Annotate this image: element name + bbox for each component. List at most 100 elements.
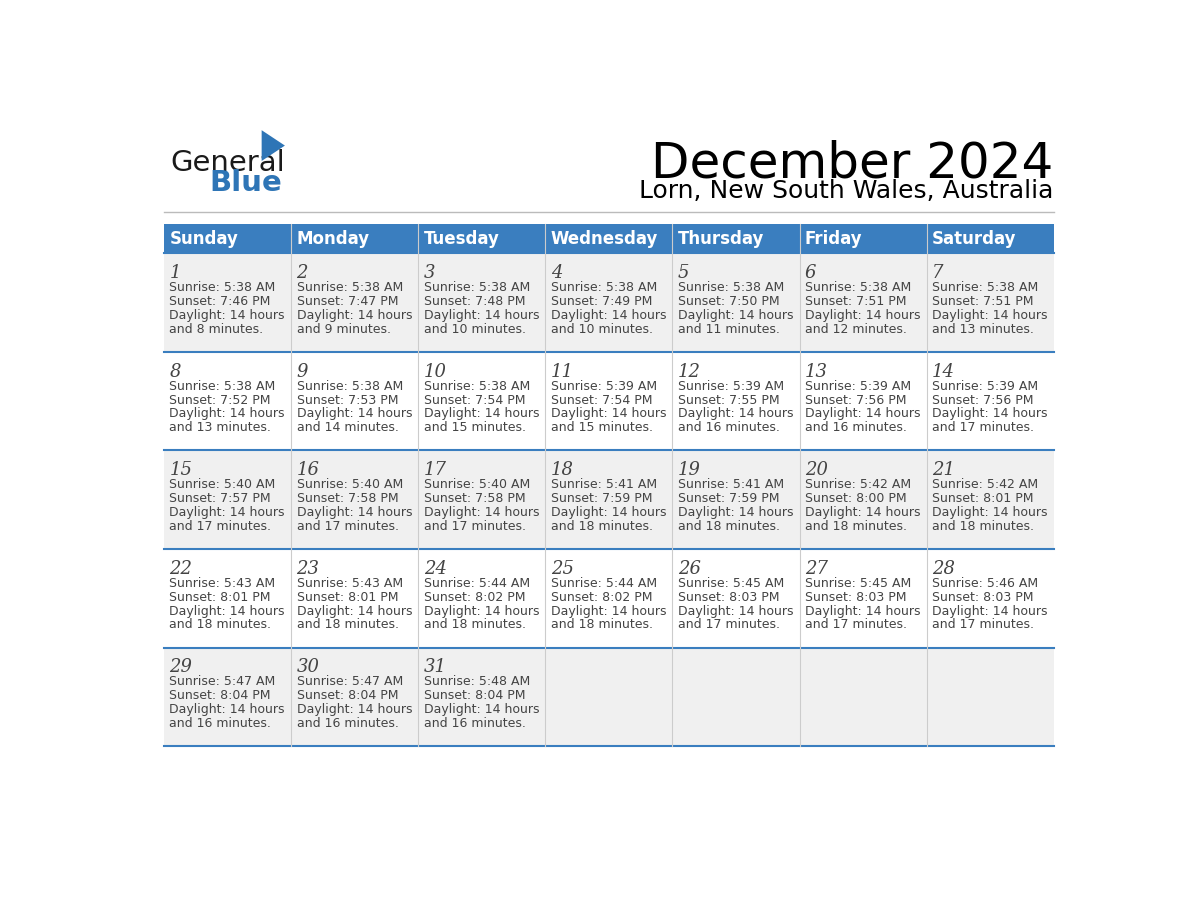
Text: Daylight: 14 hours: Daylight: 14 hours (424, 308, 539, 322)
Text: Sunrise: 5:42 AM: Sunrise: 5:42 AM (805, 478, 911, 491)
Text: Sunset: 8:00 PM: Sunset: 8:00 PM (805, 492, 906, 505)
Text: 13: 13 (805, 363, 828, 381)
Text: and 18 minutes.: and 18 minutes. (678, 520, 779, 532)
Bar (164, 352, 1054, 451)
Text: Sunrise: 5:38 AM: Sunrise: 5:38 AM (170, 281, 276, 294)
Text: and 11 minutes.: and 11 minutes. (678, 323, 779, 336)
Text: 18: 18 (551, 461, 574, 479)
Text: Sunset: 7:47 PM: Sunset: 7:47 PM (297, 295, 398, 308)
Text: Daylight: 14 hours: Daylight: 14 hours (424, 506, 539, 519)
Text: and 15 minutes.: and 15 minutes. (551, 421, 652, 434)
Text: Daylight: 14 hours: Daylight: 14 hours (551, 604, 666, 618)
Text: 21: 21 (933, 461, 955, 479)
Text: Sunrise: 5:40 AM: Sunrise: 5:40 AM (170, 478, 276, 491)
Text: Daylight: 14 hours: Daylight: 14 hours (170, 604, 285, 618)
Text: 29: 29 (170, 658, 192, 677)
Text: Sunset: 7:50 PM: Sunset: 7:50 PM (678, 295, 779, 308)
Text: Sunset: 8:02 PM: Sunset: 8:02 PM (551, 590, 652, 604)
Text: Sunset: 8:01 PM: Sunset: 8:01 PM (297, 590, 398, 604)
Text: Sunrise: 5:38 AM: Sunrise: 5:38 AM (297, 281, 403, 294)
Text: Daylight: 14 hours: Daylight: 14 hours (297, 408, 412, 420)
Text: 7: 7 (933, 264, 943, 282)
Text: Sunrise: 5:38 AM: Sunrise: 5:38 AM (678, 281, 784, 294)
Text: 28: 28 (933, 560, 955, 577)
Text: Sunset: 7:46 PM: Sunset: 7:46 PM (170, 295, 271, 308)
Text: Sunrise: 5:38 AM: Sunrise: 5:38 AM (424, 380, 530, 393)
Text: 31: 31 (424, 658, 447, 677)
Text: 3: 3 (424, 264, 435, 282)
Text: and 10 minutes.: and 10 minutes. (424, 323, 525, 336)
Text: Sunrise: 5:39 AM: Sunrise: 5:39 AM (933, 380, 1038, 393)
Text: Daylight: 14 hours: Daylight: 14 hours (933, 506, 1048, 519)
Text: and 18 minutes.: and 18 minutes. (933, 520, 1034, 532)
Text: and 13 minutes.: and 13 minutes. (933, 323, 1034, 336)
Text: Thursday: Thursday (678, 230, 764, 248)
Text: and 18 minutes.: and 18 minutes. (551, 520, 652, 532)
Text: and 18 minutes.: and 18 minutes. (297, 619, 398, 632)
Text: Sunset: 8:04 PM: Sunset: 8:04 PM (170, 689, 271, 702)
Text: Sunrise: 5:38 AM: Sunrise: 5:38 AM (170, 380, 276, 393)
Text: Sunset: 7:48 PM: Sunset: 7:48 PM (424, 295, 525, 308)
Text: 6: 6 (805, 264, 816, 282)
Text: Sunset: 7:52 PM: Sunset: 7:52 PM (170, 394, 271, 407)
Text: 22: 22 (170, 560, 192, 577)
Text: Sunrise: 5:38 AM: Sunrise: 5:38 AM (551, 281, 657, 294)
Text: Sunrise: 5:38 AM: Sunrise: 5:38 AM (297, 380, 403, 393)
Text: Sunset: 8:03 PM: Sunset: 8:03 PM (678, 590, 779, 604)
Text: Daylight: 14 hours: Daylight: 14 hours (297, 308, 412, 322)
Text: Lorn, New South Wales, Australia: Lorn, New South Wales, Australia (639, 179, 1054, 204)
Text: Daylight: 14 hours: Daylight: 14 hours (424, 604, 539, 618)
Polygon shape (261, 130, 285, 161)
Text: General: General (170, 149, 285, 176)
Text: Sunrise: 5:38 AM: Sunrise: 5:38 AM (933, 281, 1038, 294)
Text: Daylight: 14 hours: Daylight: 14 hours (170, 408, 285, 420)
Text: and 16 minutes.: and 16 minutes. (424, 717, 525, 730)
Text: and 10 minutes.: and 10 minutes. (551, 323, 652, 336)
Text: Daylight: 14 hours: Daylight: 14 hours (551, 408, 666, 420)
Text: 24: 24 (424, 560, 447, 577)
Text: Sunset: 8:03 PM: Sunset: 8:03 PM (933, 590, 1034, 604)
Text: Sunrise: 5:45 AM: Sunrise: 5:45 AM (678, 577, 784, 589)
Text: and 13 minutes.: and 13 minutes. (170, 421, 271, 434)
Text: Sunrise: 5:40 AM: Sunrise: 5:40 AM (297, 478, 403, 491)
Text: Sunrise: 5:39 AM: Sunrise: 5:39 AM (805, 380, 911, 393)
Text: Blue: Blue (209, 169, 282, 196)
Text: Sunrise: 5:48 AM: Sunrise: 5:48 AM (424, 676, 530, 688)
Text: Daylight: 14 hours: Daylight: 14 hours (805, 308, 921, 322)
Text: Daylight: 14 hours: Daylight: 14 hours (933, 604, 1048, 618)
Text: Daylight: 14 hours: Daylight: 14 hours (170, 703, 285, 716)
Text: Sunset: 8:04 PM: Sunset: 8:04 PM (424, 689, 525, 702)
Text: and 16 minutes.: and 16 minutes. (170, 717, 271, 730)
Text: Sunrise: 5:39 AM: Sunrise: 5:39 AM (551, 380, 657, 393)
Text: and 16 minutes.: and 16 minutes. (678, 421, 779, 434)
Text: Sunset: 8:03 PM: Sunset: 8:03 PM (805, 590, 906, 604)
Text: Sunset: 7:49 PM: Sunset: 7:49 PM (551, 295, 652, 308)
Text: 8: 8 (170, 363, 181, 381)
Text: Daylight: 14 hours: Daylight: 14 hours (297, 506, 412, 519)
Text: and 18 minutes.: and 18 minutes. (805, 520, 906, 532)
Text: Tuesday: Tuesday (424, 230, 499, 248)
Text: Daylight: 14 hours: Daylight: 14 hours (424, 408, 539, 420)
Text: Sunset: 7:59 PM: Sunset: 7:59 PM (551, 492, 652, 505)
Text: Wednesday: Wednesday (551, 230, 658, 248)
Text: Sunrise: 5:40 AM: Sunrise: 5:40 AM (424, 478, 530, 491)
Text: Daylight: 14 hours: Daylight: 14 hours (678, 308, 794, 322)
Text: December 2024: December 2024 (651, 140, 1054, 187)
Text: 30: 30 (297, 658, 320, 677)
Bar (164, 549, 1054, 647)
Bar (164, 253, 1054, 352)
Text: 4: 4 (551, 264, 562, 282)
Text: 17: 17 (424, 461, 447, 479)
Text: and 9 minutes.: and 9 minutes. (297, 323, 391, 336)
Text: Sunrise: 5:43 AM: Sunrise: 5:43 AM (297, 577, 403, 589)
Text: 15: 15 (170, 461, 192, 479)
Text: Sunset: 7:53 PM: Sunset: 7:53 PM (297, 394, 398, 407)
Text: 9: 9 (297, 363, 308, 381)
Text: 12: 12 (678, 363, 701, 381)
Text: Sunset: 7:54 PM: Sunset: 7:54 PM (551, 394, 652, 407)
Text: Daylight: 14 hours: Daylight: 14 hours (170, 506, 285, 519)
Text: Daylight: 14 hours: Daylight: 14 hours (805, 408, 921, 420)
Bar (164, 224, 1054, 253)
Text: Daylight: 14 hours: Daylight: 14 hours (551, 506, 666, 519)
Text: Sunrise: 5:46 AM: Sunrise: 5:46 AM (933, 577, 1038, 589)
